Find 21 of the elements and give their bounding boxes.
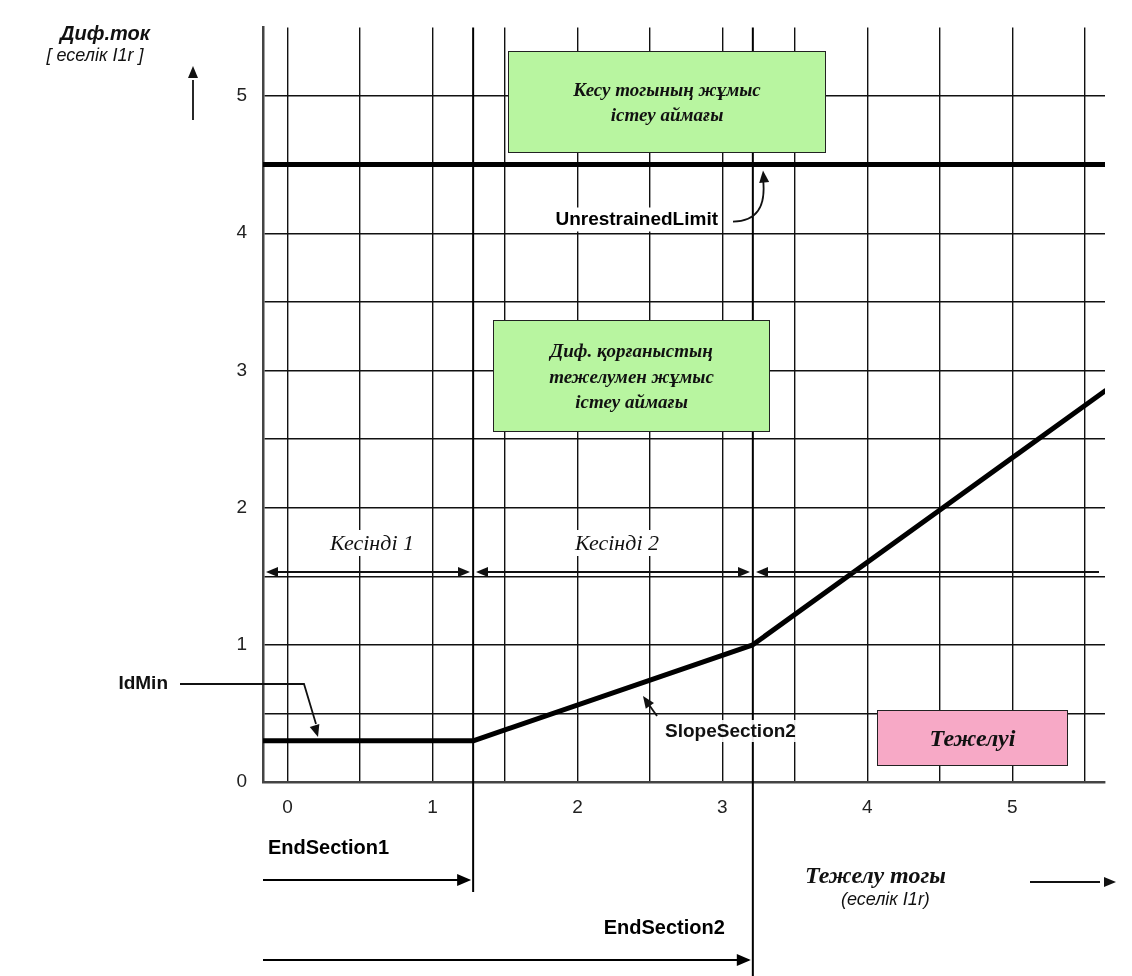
ref-line-label: UnrestrainedLimit	[555, 207, 719, 229]
x-tick-label: 1	[427, 795, 438, 817]
x-tick-label: 0	[282, 795, 293, 817]
y-tick-label: 5	[236, 84, 247, 106]
x-tick-label: 5	[1006, 795, 1018, 817]
annotation: SlopeSection2	[665, 720, 796, 742]
annotation: Кесінді 2	[563, 530, 671, 556]
y-tick-label: 0	[236, 770, 247, 792]
ref-line-label: EndSection1	[268, 835, 390, 858]
x-tick-label: 2	[572, 795, 583, 817]
x-tick-label: 4	[862, 795, 874, 817]
text: IdMin	[118, 672, 168, 694]
y-tick-label: 3	[236, 358, 247, 380]
y-tick-label: 4	[236, 221, 248, 243]
y-tick-label: 1	[236, 633, 247, 655]
x-tick-label: 3	[717, 795, 728, 817]
y-axis-title: Диф.ток [ еселік I1r ]	[45, 22, 152, 66]
ref-line-label: EndSection2	[603, 915, 725, 938]
annotation: Кесінді 1	[318, 530, 426, 556]
y-tick-label: 2	[236, 495, 247, 517]
x-axis-title: Тежелу тогы (еселік I1r)	[805, 862, 947, 910]
